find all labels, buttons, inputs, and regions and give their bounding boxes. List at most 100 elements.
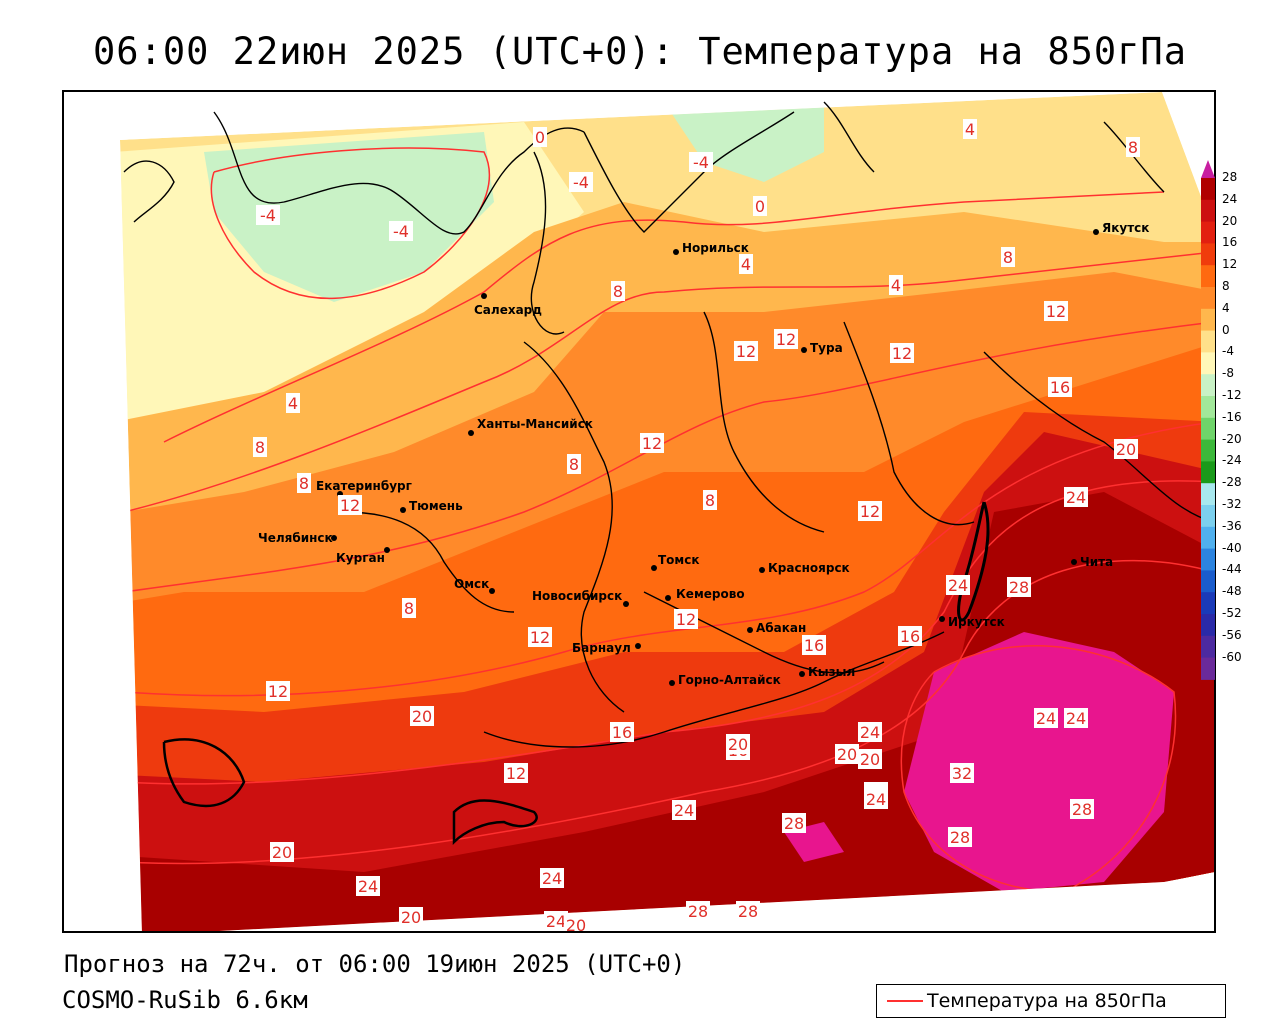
colorbar-tick-label: -28 — [1222, 475, 1242, 490]
city-irkutsk[interactable]: Иркутск — [939, 615, 1005, 629]
colorbar-tick-label: -60 — [1222, 649, 1242, 664]
isotherm-label: 4 — [891, 276, 901, 295]
city-khanty-mansiysk[interactable]: Ханты-Мансийск — [468, 417, 593, 436]
isotherm-label: 8 — [404, 599, 414, 618]
isotherm-label-bg — [686, 901, 710, 921]
isotherm-label-bg — [1048, 377, 1072, 397]
isotherm-label-bg — [402, 598, 416, 618]
isotherm-label: 20 — [860, 750, 880, 769]
borders — [123, 101, 1214, 846]
isotherm-label: 16 — [804, 636, 824, 655]
isotherm-label: 12 — [268, 682, 288, 701]
city-salekhard[interactable]: Салехард — [474, 293, 542, 317]
isotherm-label-bg — [1126, 137, 1140, 157]
city-tyumen[interactable]: Тюмень — [400, 499, 463, 513]
city-barnaul[interactable]: Барнаул — [572, 641, 641, 655]
isotherm-label: 20 — [566, 916, 586, 933]
isotherm-label: -4 — [260, 206, 276, 225]
city-gorno-altaysk[interactable]: Горно-Алтайск — [669, 673, 781, 687]
isotherm-label: 24 — [866, 790, 886, 809]
isotherm-label: 20 — [1116, 440, 1136, 459]
svg-text:Кемерово: Кемерово — [676, 587, 745, 601]
colorbar-tick-label: 24 — [1222, 191, 1238, 206]
colorbar-segment — [1201, 614, 1215, 637]
colorbar-tick-label: -8 — [1222, 366, 1234, 381]
isotherm-label-bg — [774, 329, 798, 349]
city-tura[interactable]: Тура — [801, 341, 843, 355]
colorbar-tick-label: -44 — [1222, 562, 1242, 577]
city-chelyabinsk[interactable]: Челябинск — [258, 531, 337, 545]
isotherm-label: 12 — [506, 764, 526, 783]
isotherm-label-bg — [1034, 708, 1058, 728]
colorbar-segment — [1201, 265, 1215, 288]
isotherm-label: -4 — [393, 222, 409, 241]
colorbar-tick-label: -52 — [1222, 606, 1242, 620]
isotherm-label: 20 — [728, 735, 748, 754]
isotherm-label-bg — [1114, 439, 1138, 459]
city-kemerovo[interactable]: Кемерово — [665, 587, 745, 601]
isotherm-label-bg — [253, 437, 267, 457]
isotherm-label: 12 — [530, 628, 550, 647]
isotherm-label-bg — [739, 254, 753, 274]
colorbar-segment — [1201, 461, 1215, 484]
colorbar-tick-label: 20 — [1222, 213, 1238, 228]
isotherm-label-bg — [672, 800, 696, 820]
city-yakutsk[interactable]: Якутск — [1093, 221, 1149, 235]
city-kyzyl[interactable]: Кызыл — [799, 665, 855, 679]
isotherm-label-bg — [1070, 799, 1094, 819]
temperature-field — [120, 92, 1214, 931]
isotherm-label: 28 — [784, 814, 804, 833]
city-kurgan[interactable]: Курган — [336, 547, 390, 565]
city-chita[interactable]: Чита — [1071, 555, 1113, 569]
chart-title: 06:00 22июн 2025 (UTC+0): Температура на… — [93, 30, 1187, 73]
city-tomsk[interactable]: Томск — [651, 553, 700, 571]
isotherm-label: 4 — [288, 394, 298, 413]
isotherm-label: 8 — [705, 491, 715, 510]
city-markers: Якутск Норильск Салехард Тура Ханты-Манс… — [258, 221, 1149, 687]
colorbar-tick-label: 12 — [1222, 257, 1238, 272]
isotherm-label: 24 — [546, 912, 566, 931]
colorbar-tick-label: -20 — [1222, 431, 1242, 446]
isotherm-label-bg — [567, 454, 581, 474]
city-norilsk[interactable]: Норильск — [673, 241, 749, 255]
colorbar-segment — [1201, 308, 1215, 332]
isotherm-label-bg — [286, 393, 300, 413]
svg-text:Кызыл: Кызыл — [808, 665, 855, 679]
colorbar-tick-label: -12 — [1222, 388, 1242, 402]
isotherm-label-bg — [736, 901, 760, 921]
isotherm-label-bg — [544, 911, 568, 931]
isotherm-label-bg — [640, 433, 664, 453]
isotherm-label-bg — [1001, 247, 1015, 267]
isotherm-label: 8 — [299, 474, 309, 493]
city-krasnoyarsk[interactable]: Красноярск — [759, 561, 850, 575]
colorbar-tick-label: 16 — [1222, 235, 1238, 250]
isotherm-label-bg — [533, 127, 547, 147]
isotherm-label: 24 — [1066, 488, 1086, 507]
isotherm-label: -4 — [693, 153, 709, 172]
city-novosibirsk[interactable]: Новосибирск — [532, 589, 629, 607]
isotherm-label-bg — [898, 626, 922, 646]
isotherm-label-bg — [753, 196, 767, 216]
colorbar-segment — [1201, 439, 1215, 462]
city-omsk[interactable]: Омск — [454, 577, 495, 594]
isotherm-label-bg — [611, 281, 625, 301]
svg-text:Тюмень: Тюмень — [409, 499, 463, 513]
isotherm-label: 12 — [892, 344, 912, 363]
city-abakan[interactable]: Абакан — [747, 621, 806, 635]
svg-text:Чита: Чита — [1080, 555, 1113, 569]
isotherm-label-bg — [410, 706, 434, 726]
isotherm-label: 12 — [736, 342, 756, 361]
colorbar-segment — [1201, 396, 1215, 419]
isotherm-label: 8 — [569, 455, 579, 474]
isotherm-label-bg — [270, 842, 294, 862]
legend-line-swatch — [887, 1000, 923, 1002]
isotherm-label: 8 — [1003, 248, 1013, 267]
isotherm-label: 12 — [642, 434, 662, 453]
map-legend: Температура на 850гПа — [876, 984, 1226, 1018]
isotherm-label: 20 — [837, 745, 857, 764]
colorbar-tick-label: -32 — [1222, 497, 1242, 511]
isotherm-label-bg — [963, 119, 977, 139]
isotherm-label: 8 — [613, 282, 623, 301]
colorbar-segment — [1201, 417, 1215, 441]
isotherm-label: 16 — [1050, 378, 1070, 397]
